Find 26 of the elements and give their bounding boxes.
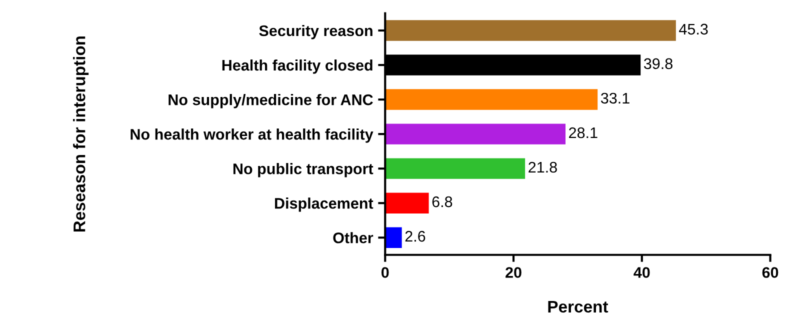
x-tick-label: 0	[381, 267, 389, 278]
data-label: 21.8	[528, 162, 557, 173]
data-label: 33.1	[600, 92, 630, 104]
y-tick-label: No health worker at health facility	[130, 128, 374, 143]
data-label: 2.6	[405, 230, 426, 242]
data-label: 28.1	[569, 127, 598, 138]
y-tick-label: Other	[333, 232, 374, 244]
x-tick-label: 20	[506, 267, 522, 278]
data-label: 6.8	[432, 196, 452, 208]
bar	[385, 227, 402, 248]
y-tick-label: Security reason	[259, 24, 372, 40]
bar	[385, 20, 676, 41]
y-tick-label: No supply/medicine for ANC	[168, 94, 373, 108]
bar	[385, 89, 598, 110]
data-label: 45.3	[679, 24, 708, 35]
x-tick-label: 40	[634, 267, 650, 278]
data-label: 39.8	[644, 58, 672, 70]
x-axis-title: Percent	[548, 300, 608, 313]
x-tick-label: 60	[762, 267, 778, 278]
y-tick-label: No public transport	[233, 163, 374, 178]
bar	[385, 158, 526, 179]
y-tick-label: Displacement	[275, 198, 374, 212]
bar	[385, 192, 429, 214]
y-axis-title: Reseason for interuption	[73, 36, 89, 232]
y-tick-label: Health facility closed	[222, 59, 372, 74]
bar	[385, 124, 566, 144]
